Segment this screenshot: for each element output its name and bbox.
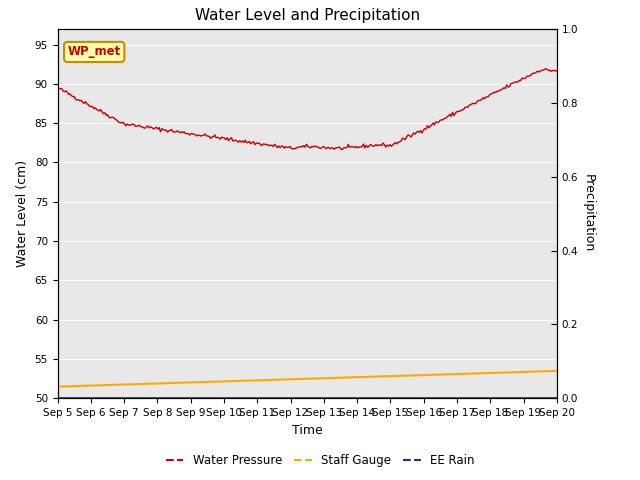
Y-axis label: Water Level (cm): Water Level (cm) bbox=[16, 160, 29, 267]
Text: WP_met: WP_met bbox=[68, 46, 121, 59]
Y-axis label: Precipitation: Precipitation bbox=[582, 174, 595, 253]
Legend: Water Pressure, Staff Gauge, EE Rain: Water Pressure, Staff Gauge, EE Rain bbox=[161, 449, 479, 472]
Title: Water Level and Precipitation: Water Level and Precipitation bbox=[195, 9, 420, 24]
X-axis label: Time: Time bbox=[292, 424, 323, 437]
